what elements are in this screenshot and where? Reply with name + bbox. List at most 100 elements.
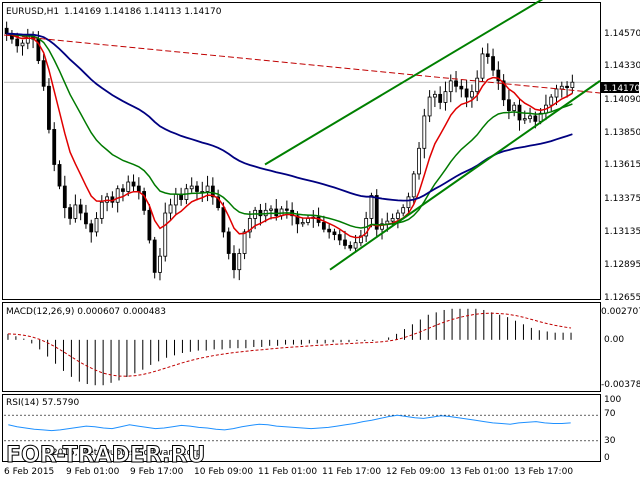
rsi-line bbox=[8, 414, 571, 432]
candle-body bbox=[269, 208, 273, 211]
price-tick-label: 1.14090 bbox=[604, 95, 640, 105]
candle-body bbox=[496, 69, 501, 82]
candle-body bbox=[554, 88, 559, 98]
candle-body bbox=[353, 242, 358, 249]
ma-mid-line bbox=[6, 32, 573, 229]
candle-body bbox=[274, 208, 279, 217]
rsi-heading: RSI(14) 57.5790 bbox=[6, 398, 79, 408]
time-tick-label: 9 Feb 17:00 bbox=[130, 467, 184, 477]
macd-pane[interactable] bbox=[2, 302, 601, 392]
macd-tick-label: 0.00 bbox=[604, 335, 624, 345]
candle-body bbox=[99, 201, 104, 219]
candle-body bbox=[475, 77, 480, 93]
time-tick-label: 11 Feb 17:00 bbox=[322, 467, 381, 477]
candle-body bbox=[443, 91, 448, 103]
rsi-tick-label: 100 bbox=[604, 395, 621, 405]
price-tick-label: 1.13135 bbox=[604, 227, 640, 237]
candle-body bbox=[348, 245, 353, 249]
price-pane[interactable] bbox=[2, 2, 601, 300]
candle-body bbox=[237, 253, 242, 271]
candle-body bbox=[258, 209, 263, 217]
macd-series bbox=[7, 308, 572, 386]
candle-body bbox=[173, 193, 178, 206]
channel-lower-line bbox=[329, 80, 601, 271]
copyright-text: © 2015, MetaQuotes Software Corp. bbox=[40, 448, 204, 458]
candle-body bbox=[78, 204, 83, 214]
last-price-tag bbox=[601, 82, 639, 93]
candle-body bbox=[210, 185, 215, 198]
candle-body bbox=[205, 185, 210, 192]
candle-body bbox=[57, 164, 62, 187]
macd-tick-label: 0.002707 bbox=[601, 307, 640, 317]
candle-body bbox=[522, 118, 527, 121]
rsi-tick-label: 30 bbox=[604, 436, 616, 446]
candle-body bbox=[369, 195, 374, 219]
candle-body bbox=[52, 129, 57, 165]
candle-body bbox=[15, 38, 20, 47]
price-tick-label: 1.14570 bbox=[604, 29, 640, 39]
time-tick-label: 6 Feb 2015 bbox=[4, 467, 54, 477]
candle-body bbox=[221, 207, 226, 233]
candle-body bbox=[533, 115, 538, 122]
site-watermark: FOR-TRADER.RU bbox=[6, 443, 205, 468]
candle-body bbox=[195, 185, 199, 192]
candle-body bbox=[62, 185, 67, 209]
price-tick-label: 1.13615 bbox=[604, 160, 640, 170]
candle-body bbox=[242, 231, 247, 254]
candle-body bbox=[163, 212, 168, 257]
candle-body bbox=[380, 223, 384, 230]
candle-body bbox=[337, 234, 342, 241]
candle-body bbox=[126, 181, 131, 192]
candle-body bbox=[20, 42, 25, 47]
candle-body bbox=[459, 85, 464, 90]
price-tick-label: 1.12655 bbox=[604, 293, 640, 303]
last-price-label: 1.14170 bbox=[603, 84, 640, 94]
candle-body bbox=[189, 185, 194, 190]
candle-body bbox=[470, 91, 474, 98]
rsi-axis: 100 70 30 0 bbox=[604, 395, 621, 463]
candle-body bbox=[68, 207, 72, 219]
candle-body bbox=[374, 195, 379, 230]
candle-body bbox=[226, 231, 231, 254]
candle-body bbox=[216, 196, 221, 209]
candle-body bbox=[406, 196, 411, 209]
candle-body bbox=[507, 99, 511, 111]
candle-body bbox=[422, 115, 427, 149]
candle-body bbox=[358, 235, 363, 244]
price-tick-label: 1.13850 bbox=[604, 128, 640, 138]
candle-body bbox=[73, 204, 78, 219]
candle-body bbox=[84, 212, 88, 225]
time-tick-label: 11 Feb 01:00 bbox=[258, 467, 317, 477]
rsi-tick-label: 70 bbox=[604, 409, 616, 419]
candle-body bbox=[89, 223, 94, 233]
price-tick-label: 1.12895 bbox=[604, 260, 640, 270]
candle-body bbox=[158, 255, 162, 273]
candle-body bbox=[565, 85, 569, 89]
candle-body bbox=[136, 185, 141, 192]
candle-body bbox=[131, 181, 136, 187]
channel-upper-line bbox=[264, 0, 544, 166]
ohlc-readout: 1.14169 1.14186 1.14113 1.14170 bbox=[64, 7, 222, 17]
candle-body bbox=[448, 80, 453, 93]
candle-body bbox=[321, 222, 326, 230]
symbol-heading: EURUSD,H1 bbox=[6, 7, 59, 17]
candle-body bbox=[327, 228, 332, 233]
candle-body bbox=[417, 147, 421, 175]
candle-body bbox=[142, 191, 147, 211]
candle-body bbox=[343, 239, 347, 246]
candle-body bbox=[295, 215, 300, 225]
candle-body bbox=[168, 204, 173, 214]
time-tick-label: 10 Feb 09:00 bbox=[194, 467, 253, 477]
downtrend-line bbox=[3, 34, 601, 94]
candle-body bbox=[464, 88, 469, 98]
rsi-series bbox=[4, 414, 600, 442]
candle-body bbox=[152, 239, 157, 273]
candle-body bbox=[332, 231, 337, 236]
candle-body bbox=[480, 53, 485, 79]
candle-body bbox=[232, 253, 236, 271]
time-tick-label: 13 Feb 17:00 bbox=[514, 467, 573, 477]
candle-body bbox=[401, 207, 406, 214]
